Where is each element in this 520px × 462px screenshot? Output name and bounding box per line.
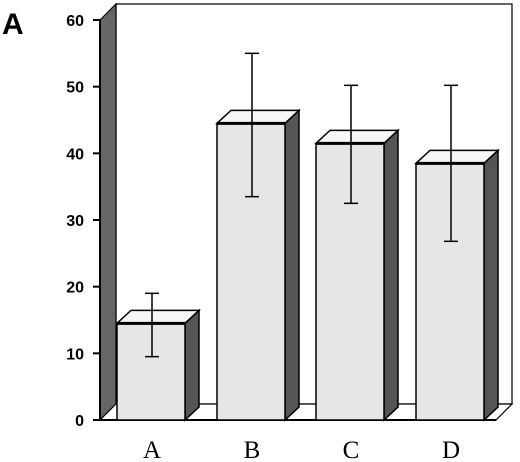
y-tick-label: 40	[66, 146, 84, 163]
x-axis-ticks: A B C D	[143, 437, 460, 462]
bar	[116, 322, 186, 421]
x-tick-label: A	[143, 437, 161, 462]
bar-top	[414, 149, 500, 165]
bar-side	[483, 148, 499, 422]
bar	[415, 162, 485, 421]
bar-side	[284, 108, 300, 422]
bar-side	[383, 128, 399, 422]
y-tick-label: 60	[66, 13, 84, 30]
y-tick-label: 50	[66, 80, 84, 97]
bar-top	[215, 109, 301, 125]
bar	[315, 142, 385, 421]
bars	[115, 108, 500, 422]
left-wall	[99, 2, 117, 422]
y-tick-label: 30	[66, 213, 84, 230]
panel-label: A	[2, 8, 24, 41]
y-tick-label: 10	[66, 346, 84, 363]
bar-side	[184, 308, 200, 422]
bar-top	[314, 129, 400, 145]
bar-top	[115, 309, 201, 325]
y-tick-label: 0	[75, 413, 84, 430]
x-tick-label: D	[442, 437, 460, 462]
error-bars	[145, 52, 458, 358]
y-axis-ticks: 0 10 20 30 40 50 60	[66, 13, 100, 430]
x-tick-label: C	[343, 437, 360, 462]
x-tick-label: B	[244, 437, 261, 462]
y-tick-label: 20	[66, 280, 84, 297]
bar	[216, 122, 286, 421]
